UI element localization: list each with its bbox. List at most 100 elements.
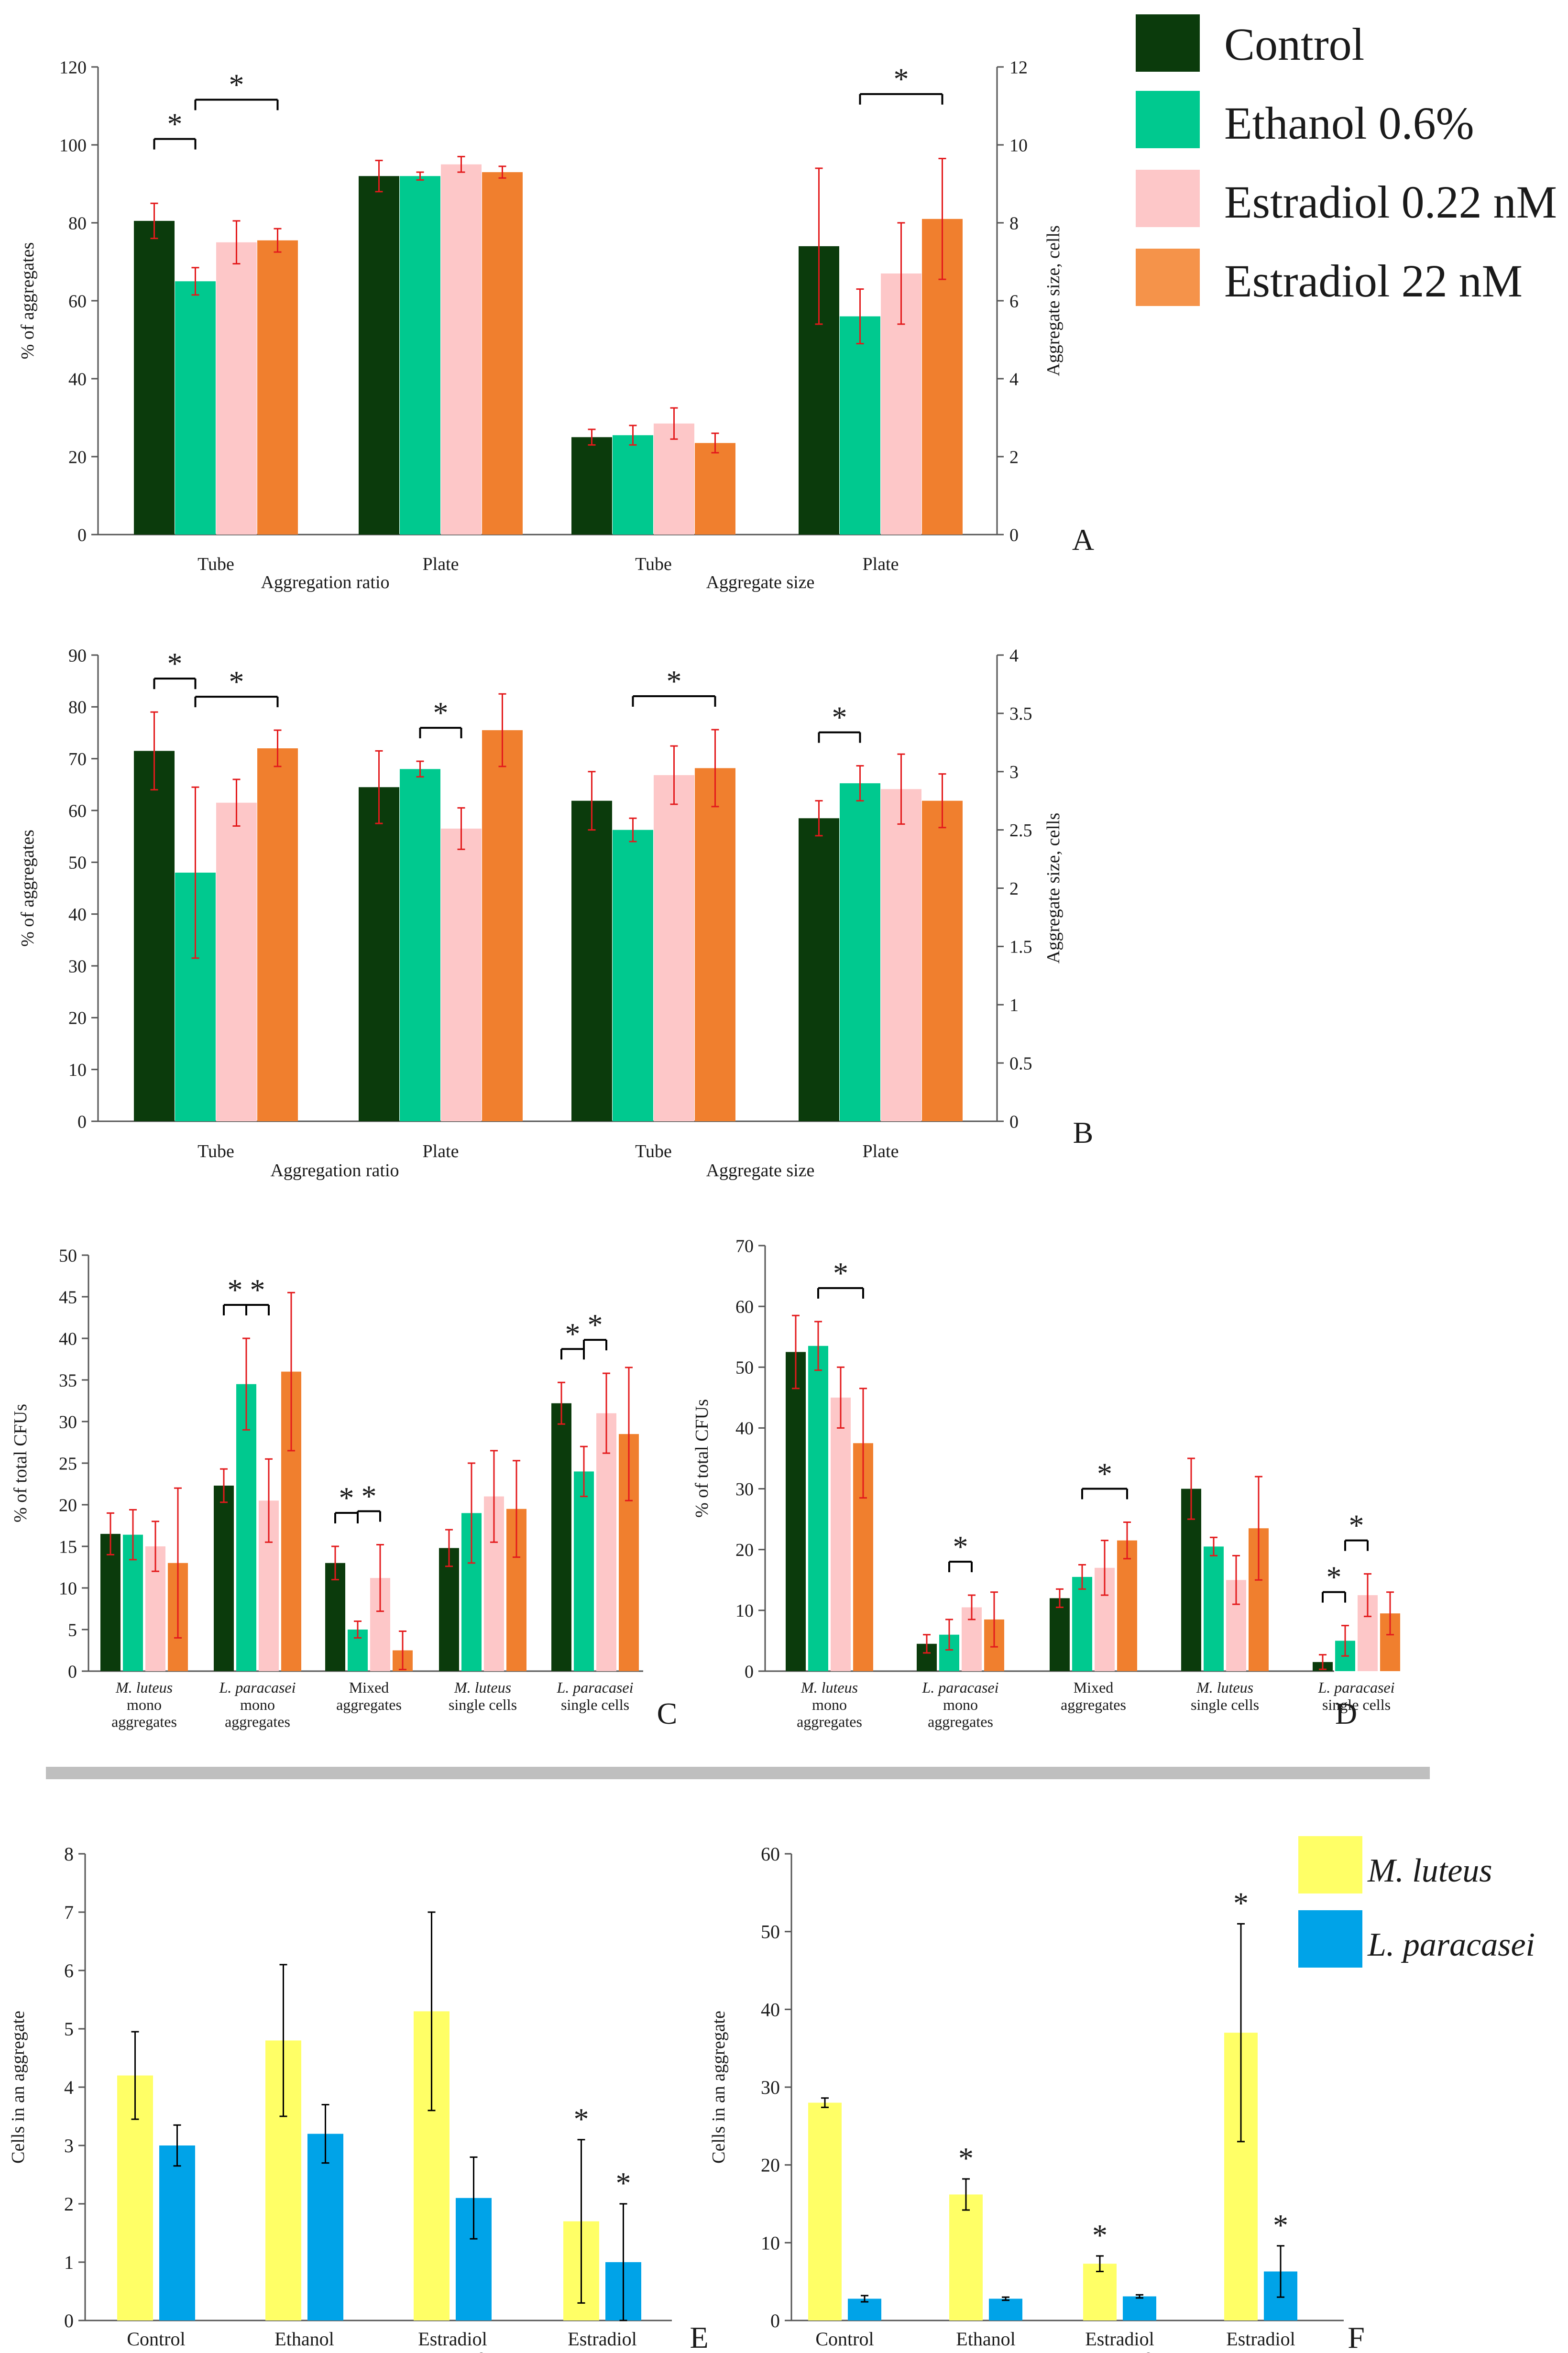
y-tick-label: 1 (64, 2252, 74, 2273)
bar-d-g0-s1 (808, 1346, 828, 1671)
panel-e: 0 1 2 3 4 5 6 7 8 Cells in an aggregate Control Eth… (8, 1843, 709, 2353)
y-tick-label: 30 (761, 2077, 780, 2098)
y-tick-label: 15 (59, 1537, 77, 1557)
y-tick-label: 10 (761, 2232, 780, 2254)
bar-f-g1-s1 (989, 2298, 1022, 2320)
legend-swatch-estradiol-low (1136, 170, 1200, 227)
bar-b-g1-s2 (441, 828, 482, 1121)
bar-f-g2-s0 (1083, 2264, 1117, 2320)
category-label: 2.2 × 10⁻⁸ M (551, 2350, 653, 2353)
legend-label-estradiol-high: Estradiol 22 nM (1224, 255, 1523, 306)
legend-swatch-l-paracasei (1298, 1910, 1362, 1968)
legend-label-l-paracasei: L. paracasei (1367, 1926, 1535, 1963)
bar-d-g2-s1 (1072, 1576, 1092, 1671)
y2-tick-label: 6 (1009, 291, 1019, 311)
legend-swatch-m-luteus (1298, 1836, 1362, 1893)
category-label: Tube (197, 554, 234, 574)
significance-star: * (1233, 1886, 1249, 1920)
y2-tick-label: 2 (1009, 879, 1019, 899)
category-label: Mixed (1074, 1679, 1114, 1696)
y-tick-label: 70 (735, 1236, 754, 1256)
significance-star: * (229, 67, 244, 101)
y2-tick-label: 1 (1009, 996, 1019, 1016)
y-tick-label: 40 (68, 905, 87, 925)
legend-swatch-control (1136, 14, 1200, 72)
category-label: mono (240, 1696, 275, 1713)
bar-a-g1-s3 (482, 172, 523, 535)
bar-c-g4-s0 (551, 1403, 571, 1671)
bar-c-g2-s0 (325, 1563, 345, 1671)
category-label: Tube (635, 1141, 672, 1161)
bar-d-g0-s0 (786, 1352, 806, 1671)
y-tick-label: 40 (761, 1999, 780, 2020)
section-label: Aggregate size (706, 1160, 815, 1181)
y2-tick-label: 4 (1009, 646, 1019, 666)
y-tick-label: 20 (68, 447, 87, 467)
bar-c-g1-s1 (236, 1384, 256, 1671)
bar-b-g1-s3 (482, 730, 523, 1121)
y-tick-label: 0 (68, 1662, 77, 1682)
y-tick-label: 70 (68, 749, 87, 769)
bar-b-g3-s2 (881, 789, 921, 1121)
panel-letter: F (1348, 2320, 1365, 2353)
bar-b-g0-s2 (216, 802, 257, 1121)
y-axis-title: % of aggregates (18, 830, 38, 947)
bar-d-g0-s2 (831, 1397, 851, 1671)
category-label: aggregates (928, 1713, 993, 1730)
y-tick-label: 40 (735, 1419, 754, 1439)
category-label: L. paracasei (1318, 1679, 1395, 1696)
y-tick-label: 0 (770, 2310, 780, 2331)
y2-tick-label: 12 (1009, 57, 1028, 77)
bar-f-g1-s0 (949, 2194, 983, 2320)
y2-tick-label: 2 (1009, 447, 1019, 467)
y-tick-label: 20 (68, 1008, 87, 1029)
category-label: Control (127, 2328, 185, 2350)
y-tick-label: 120 (59, 57, 87, 77)
bar-a-g1-s2 (441, 164, 482, 535)
y-tick-label: 4 (64, 2077, 74, 2098)
bar-c-g4-s1 (574, 1471, 594, 1671)
bar-b-g2-s3 (695, 768, 735, 1121)
category-label: L. paracasei (219, 1679, 296, 1696)
category-label: Plate (423, 1141, 459, 1161)
y-tick-label: 5 (64, 2018, 74, 2040)
bar-a-g2-s3 (695, 443, 735, 535)
significance-star: * (250, 1273, 265, 1307)
y2-tick-label: 4 (1009, 369, 1019, 389)
category-label: 2.2 × 10⁻⁸ M (1210, 2350, 1312, 2353)
panel-a: 0 20 40 60 80 100 120 % of aggregates 0 2 4 6 8 10 12 A… (18, 57, 1094, 592)
y-tick-label: 50 (68, 853, 87, 873)
significance-star: * (565, 1317, 581, 1351)
y-tick-label: 100 (59, 135, 87, 155)
y-tick-label: 20 (59, 1495, 77, 1515)
category-label: Mixed (349, 1679, 389, 1696)
y-tick-label: 10 (68, 1060, 87, 1080)
bar-b-g1-s1 (400, 769, 440, 1121)
y-tick-label: 45 (59, 1287, 77, 1307)
y-tick-label: 35 (59, 1370, 77, 1390)
bar-b-g3-s0 (799, 818, 839, 1121)
significance-star: * (228, 1273, 243, 1307)
category-label: Tube (635, 554, 672, 574)
legend-label-control: Control (1224, 19, 1364, 70)
bar-d-g3-s1 (1204, 1546, 1224, 1671)
y-tick-label: 80 (68, 698, 87, 718)
category-label: single cells (449, 1696, 517, 1713)
y-tick-label: 30 (59, 1412, 77, 1432)
category-label: Control (815, 2328, 874, 2350)
legend-swatch-ethanol (1136, 91, 1200, 148)
y-axis-title: % of total CFUs (11, 1404, 31, 1522)
category-label: aggregates (111, 1713, 177, 1730)
y2-tick-label: 2.5 (1009, 821, 1032, 841)
significance-star: * (1349, 1509, 1364, 1543)
bar-a-g1-s0 (359, 176, 399, 535)
panel-c: 0 5 10 15 20 25 30 35 40 45 50 % of total CFUs M. lu… (11, 1246, 677, 1730)
bar-b-g1-s0 (359, 787, 399, 1121)
legend-top: Control Ethanol 0.6% Estradiol 0.22 nM E… (1136, 14, 1557, 306)
significance-star: * (167, 107, 183, 141)
panel-b: 0 10 20 30 40 50 60 70 80 90 % of aggregates 0 0.5 1 1… (18, 646, 1093, 1181)
category-label: Ethanol (274, 2328, 334, 2350)
category-label: M. luteus (454, 1679, 511, 1696)
